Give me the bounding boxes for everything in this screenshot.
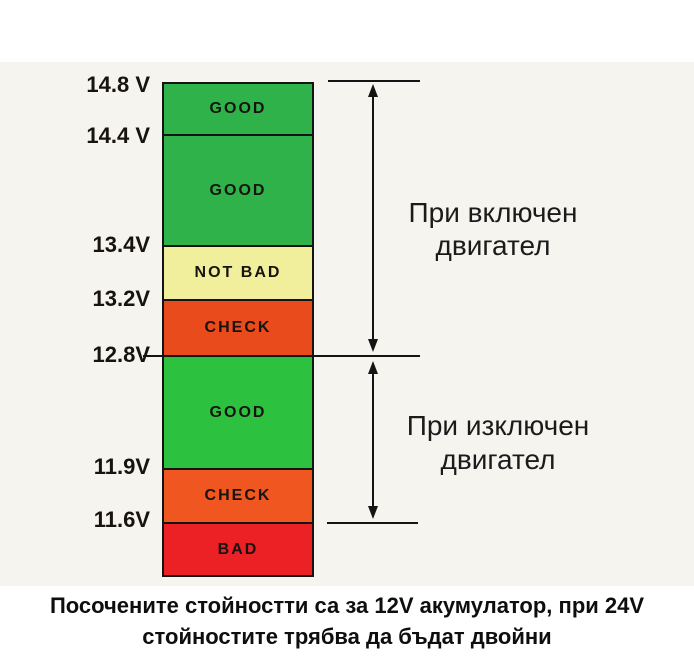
caption-line2: стойностите трябва да бъдат двойни	[142, 624, 552, 649]
axis-label: 11.6V	[94, 507, 150, 533]
bar-segment-check-2: CHECK	[164, 468, 312, 522]
segment-label: BAD	[217, 540, 259, 558]
bar-segment-good-1: GOOD	[164, 84, 312, 134]
axis-label: 13.4V	[93, 232, 151, 258]
engine-off-label-line2: двигател	[440, 444, 556, 475]
bar-segment-bad: BAD	[164, 522, 312, 575]
axis-label-text: 14.8 V	[86, 72, 150, 97]
bar-segment-good-3: GOOD	[164, 355, 312, 468]
axis-label: 11.9V	[94, 454, 150, 480]
segment-label: GOOD	[209, 100, 267, 117]
axis-label-text: 12.8V	[92, 342, 151, 367]
segment-label: NOT BAD	[194, 264, 282, 281]
engine-off-label: При изключен двигател	[388, 409, 608, 477]
engine-off-label-line1: При изключен	[406, 410, 590, 441]
bar-segment-good-2: GOOD	[164, 134, 312, 245]
reference-line-12-8v	[143, 355, 420, 357]
axis-label-text: 14.4 V	[86, 123, 150, 148]
axis-label: 14.8 V	[86, 72, 150, 98]
caption-line1: Посочените стойностти са за 12V акумулат…	[49, 593, 645, 618]
range-arrows	[327, 80, 420, 524]
caption: Посочените стойностти са за 12V акумулат…	[0, 590, 694, 652]
bar-segment-check-1: CHECK	[164, 299, 312, 355]
segment-label: CHECK	[204, 487, 272, 504]
axis-label: 12.8V	[93, 342, 151, 368]
engine-on-label-line2: двигател	[435, 230, 551, 261]
axis-label-text: 11.9V	[93, 454, 150, 479]
axis-label: 14.4 V	[86, 123, 150, 149]
axis-label-text: 11.6V	[93, 507, 150, 532]
engine-on-label-line1: При включен	[408, 197, 578, 228]
axis-label-text: 13.4V	[92, 232, 151, 257]
axis-label: 13.2V	[93, 286, 151, 312]
chart-background	[0, 62, 694, 586]
bar-segment-not-bad: NOT BAD	[164, 245, 312, 299]
engine-on-label: При включен двигател	[383, 196, 603, 262]
voltage-bar: GOOD GOOD NOT BAD CHECK GOOD CHECK BAD	[162, 82, 314, 577]
engine-on-range-arrow	[368, 84, 378, 352]
segment-label: GOOD	[209, 181, 267, 199]
segment-label: GOOD	[209, 403, 267, 421]
segment-label: CHECK	[204, 319, 272, 336]
engine-off-range-arrow	[368, 361, 378, 519]
axis-label-text: 13.2V	[92, 286, 151, 311]
